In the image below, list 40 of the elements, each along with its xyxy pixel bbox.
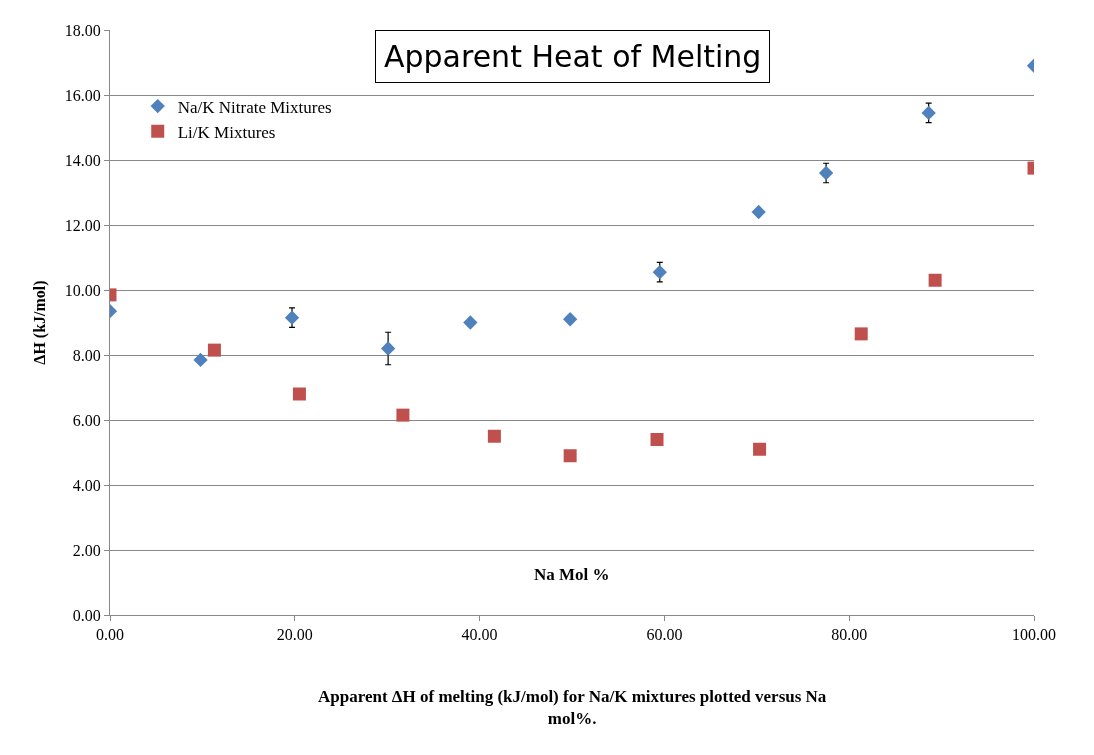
point (284, 310, 300, 325)
y-tick-label: 18.00 (64, 21, 101, 39)
x-axis-title: Na Mol % (534, 565, 610, 584)
point (380, 341, 396, 356)
point (652, 264, 667, 280)
point (818, 165, 834, 181)
text: Apparent ΔH of melting (kJ/mol) for Na/K mixtures plotted versus Na mol%. (318, 687, 827, 729)
point (193, 352, 208, 368)
chart-title: Apparent Heat of Melting (384, 39, 762, 74)
y-tick-label: 8.00 (72, 346, 101, 364)
x-tick-label: 100.00 (1012, 626, 1056, 644)
point (207, 343, 221, 357)
y-tick-label: 14.00 (64, 151, 101, 169)
point (854, 327, 868, 341)
x-tick-label: 20.00 (276, 626, 313, 644)
legend-label: Na/K Nitrate Mixtures (177, 97, 332, 117)
point (753, 442, 767, 456)
y-tick-label: 4.00 (72, 476, 101, 494)
y-tick-label: 2.00 (72, 541, 101, 559)
x-tick-label: 0.00 (96, 626, 124, 644)
x-tick-label: 60.00 (646, 626, 683, 644)
point (396, 408, 410, 422)
y-tick-label: 0.00 (72, 606, 101, 624)
legend-label: Li/K Mixtures (177, 122, 276, 142)
point (751, 204, 766, 220)
y-tick-label: 12.00 (64, 216, 101, 234)
y-tick-label: 16.00 (64, 86, 101, 104)
point (928, 273, 942, 287)
point (487, 429, 501, 443)
point (921, 105, 936, 121)
y-tick-label: 10.00 (64, 281, 101, 299)
y-tick-label: 6.00 (72, 411, 101, 429)
point (463, 315, 478, 330)
point (563, 312, 578, 327)
point (650, 433, 664, 446)
point (292, 387, 306, 401)
point (563, 449, 577, 463)
x-tick-label: 40.00 (461, 626, 498, 644)
y-axis-title: ΔH (kJ/mol) (30, 280, 49, 365)
x-tick-label: 80.00 (831, 626, 868, 644)
